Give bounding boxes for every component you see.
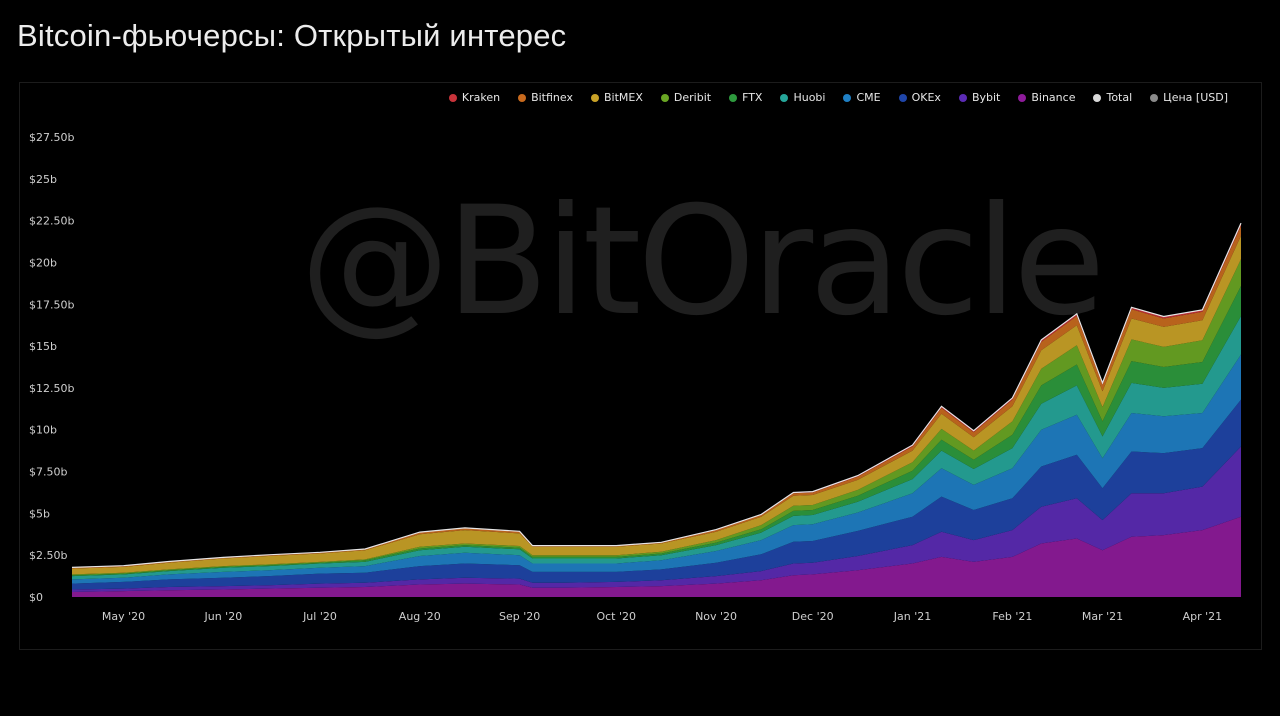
- x-tick-label: Feb '21: [992, 610, 1032, 623]
- y-tick-label: $27.50b: [29, 131, 74, 144]
- legend-item[interactable]: OKEx: [898, 91, 941, 104]
- chart-legend: Kraken Bitfinex BitMEX Deribit FTX Huobi CME OK…: [448, 91, 1228, 104]
- x-tick-label: Apr '21: [1183, 610, 1223, 623]
- x-tick-label: Jun '20: [203, 610, 242, 623]
- circle-icon: [898, 93, 907, 102]
- y-tick-label: $5b: [29, 507, 50, 520]
- y-tick-label: $17.50b: [29, 298, 74, 311]
- legend-item[interactable]: Kraken: [448, 91, 501, 104]
- legend-label: Huobi: [793, 91, 826, 104]
- legend-item[interactable]: Цена [USD]: [1150, 91, 1228, 104]
- series-areas: [72, 223, 1241, 597]
- x-tick-label: Jan '21: [893, 610, 931, 623]
- area-series-bybit: [72, 446, 1241, 592]
- legend-label: OKEx: [911, 91, 941, 104]
- legend-item[interactable]: CME: [843, 91, 881, 104]
- area-series-binance: [72, 516, 1241, 597]
- x-tick-label: Aug '20: [399, 610, 441, 623]
- legend-label: Deribit: [673, 91, 712, 104]
- legend-label: Total: [1106, 91, 1133, 104]
- total-line: [71, 222, 1242, 568]
- circle-icon: [448, 93, 457, 102]
- circle-icon: [1150, 93, 1159, 102]
- y-tick-label: $15b: [29, 340, 57, 353]
- circle-icon: [1093, 93, 1102, 102]
- circle-icon: [518, 93, 527, 102]
- legend-label: Kraken: [461, 91, 501, 104]
- legend-item[interactable]: FTX: [729, 91, 762, 104]
- legend-item[interactable]: Huobi: [780, 91, 825, 104]
- y-tick-label: $20b: [29, 256, 57, 269]
- circle-icon: [780, 93, 789, 102]
- legend-item[interactable]: Binance: [1018, 91, 1075, 104]
- x-tick-label: Jul '20: [302, 610, 337, 623]
- y-tick-label: $2.50b: [29, 549, 67, 562]
- circle-icon: [1018, 93, 1027, 102]
- x-tick-label: May '20: [102, 610, 145, 623]
- x-tick-label: Mar '21: [1082, 610, 1123, 623]
- legend-label: FTX: [742, 91, 763, 104]
- legend-label: Bybit: [971, 91, 1001, 104]
- legend-label: Цена [USD]: [1163, 91, 1228, 104]
- y-tick-label: $0: [29, 591, 43, 604]
- circle-icon: [590, 93, 599, 102]
- circle-icon: [958, 93, 967, 102]
- legend-item[interactable]: Total: [1093, 91, 1132, 104]
- legend-label: CME: [856, 91, 881, 104]
- legend-label: Bitfinex: [531, 91, 573, 104]
- x-tick-label: Oct '20: [596, 610, 636, 623]
- y-tick-label: $7.50b: [29, 466, 67, 479]
- legend-label: BitMEX: [603, 91, 643, 104]
- y-tick-label: $12.50b: [29, 382, 74, 395]
- y-tick-label: $25b: [29, 173, 57, 186]
- x-tick-label: Sep '20: [499, 610, 540, 623]
- y-tick-label: $22.50b: [29, 215, 74, 228]
- page-title: Bitcoin-фьючерсы: Открытый интерес: [17, 18, 567, 53]
- x-tick-label: Dec '20: [792, 610, 834, 623]
- chart-frame: [19, 82, 1262, 650]
- legend-label: Binance: [1031, 91, 1076, 104]
- y-tick-label: $10b: [29, 424, 57, 437]
- circle-icon: [843, 93, 852, 102]
- legend-item[interactable]: Bitfinex: [518, 91, 573, 104]
- circle-icon: [729, 93, 738, 102]
- x-tick-label: Nov '20: [695, 610, 737, 623]
- legend-item[interactable]: Deribit: [660, 91, 712, 104]
- legend-item[interactable]: Bybit: [958, 91, 1001, 104]
- circle-icon: [660, 93, 669, 102]
- legend-item[interactable]: BitMEX: [590, 91, 643, 104]
